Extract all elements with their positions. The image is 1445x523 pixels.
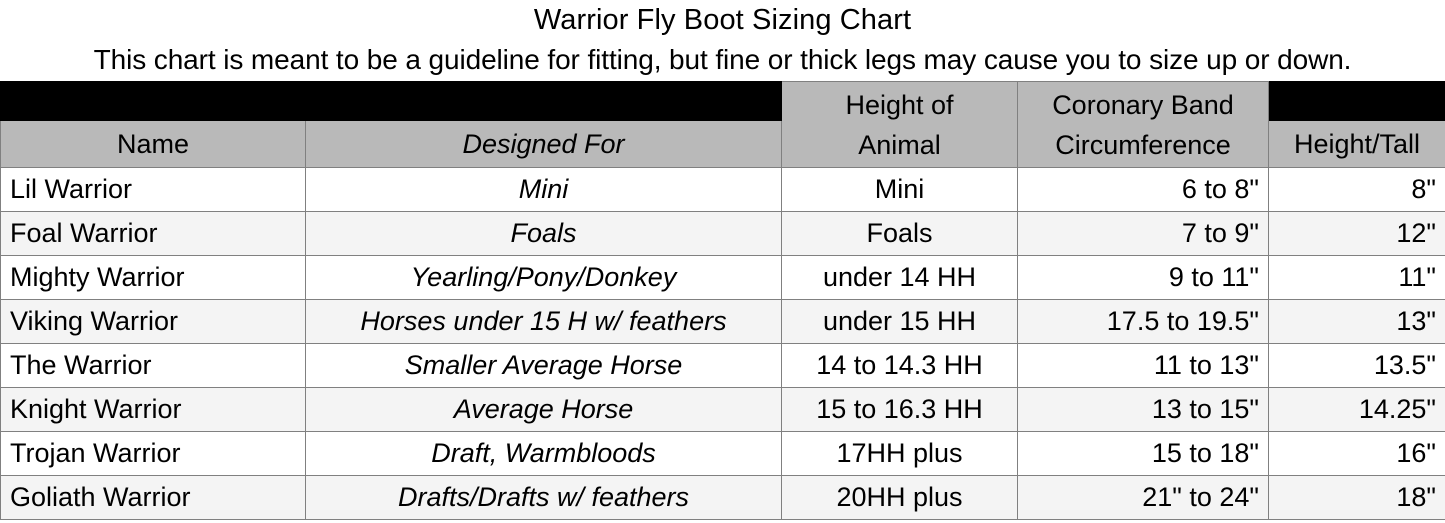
column-header-name: Name	[0, 120, 306, 168]
cell-designed-for: Mini	[305, 167, 782, 212]
table-row: Foal Warrior Foals Foals 7 to 9" 12"	[0, 211, 1445, 256]
column-header-height-of-animal-line1: Height of	[845, 89, 954, 120]
cell-coronary-band: 7 to 9"	[1017, 211, 1269, 256]
cell-designed-for: Drafts/Drafts w/ feathers	[305, 475, 782, 520]
cell-name: Knight Warrior	[0, 387, 306, 432]
cell-height-tall: 13.5"	[1268, 343, 1445, 388]
table-row: The Warrior Smaller Average Horse 14 to …	[0, 343, 1445, 388]
column-header-height-of-animal: Height of Animal	[781, 81, 1018, 168]
cell-height-of-animal: 15 to 16.3 HH	[781, 387, 1018, 432]
cell-coronary-band: 6 to 8"	[1017, 167, 1269, 212]
cell-designed-for: Draft, Warmbloods	[305, 431, 782, 476]
cell-designed-for: Horses under 15 H w/ feathers	[305, 299, 782, 344]
cell-coronary-band: 13 to 15"	[1017, 387, 1269, 432]
table-body: Lil Warrior Mini Mini 6 to 8" 8" Foal Wa…	[0, 167, 1445, 520]
cell-height-of-animal: 17HH plus	[781, 431, 1018, 476]
cell-name: The Warrior	[0, 343, 306, 388]
cell-coronary-band: 21" to 24"	[1017, 475, 1269, 520]
cell-designed-for: Average Horse	[305, 387, 782, 432]
header-label-row: Name Designed For Height/Tall	[0, 120, 1445, 168]
header-black-band-designed-for	[305, 81, 782, 121]
cell-height-tall: 18"	[1268, 475, 1445, 520]
cell-height-tall: 8"	[1268, 167, 1445, 212]
cell-coronary-band: 11 to 13"	[1017, 343, 1269, 388]
sizing-table-container: Height of Animal Coronary Band Circumfer…	[0, 81, 1445, 520]
cell-name: Mighty Warrior	[0, 255, 306, 300]
table-row: Knight Warrior Average Horse 15 to 16.3 …	[0, 387, 1445, 432]
cell-name: Viking Warrior	[0, 299, 306, 344]
cell-height-of-animal: Mini	[781, 167, 1018, 212]
cell-height-tall: 12"	[1268, 211, 1445, 256]
column-header-height-tall: Height/Tall	[1268, 120, 1445, 168]
page-subtitle: This chart is meant to be a guideline fo…	[93, 44, 1352, 75]
cell-designed-for: Foals	[305, 211, 782, 256]
cell-name: Lil Warrior	[0, 167, 306, 212]
cell-height-of-animal: under 14 HH	[781, 255, 1018, 300]
table-row: Goliath Warrior Drafts/Drafts w/ feather…	[0, 475, 1445, 520]
cell-height-of-animal: 14 to 14.3 HH	[781, 343, 1018, 388]
cell-name: Goliath Warrior	[0, 475, 306, 520]
cell-height-tall: 11"	[1268, 255, 1445, 300]
cell-height-tall: 16"	[1268, 431, 1445, 476]
column-header-height-of-animal-line2: Animal	[858, 129, 941, 160]
header-black-band-name	[0, 81, 306, 121]
cell-coronary-band: 17.5 to 19.5"	[1017, 299, 1269, 344]
cell-designed-for: Smaller Average Horse	[305, 343, 782, 388]
cell-height-tall: 14.25"	[1268, 387, 1445, 432]
table-row: Mighty Warrior Yearling/Pony/Donkey unde…	[0, 255, 1445, 300]
cell-name: Foal Warrior	[0, 211, 306, 256]
cell-height-tall: 13"	[1268, 299, 1445, 344]
column-header-designed-for: Designed For	[305, 120, 782, 168]
table-head: Height of Animal Coronary Band Circumfer…	[0, 81, 1445, 168]
sizing-table: Height of Animal Coronary Band Circumfer…	[0, 81, 1445, 520]
table-row: Lil Warrior Mini Mini 6 to 8" 8"	[0, 167, 1445, 212]
cell-height-of-animal: 20HH plus	[781, 475, 1018, 520]
table-row: Trojan Warrior Draft, Warmbloods 17HH pl…	[0, 431, 1445, 476]
page-title: Warrior Fly Boot Sizing Chart	[533, 4, 912, 36]
column-header-coronary-band-circumference: Coronary Band Circumference	[1017, 81, 1269, 168]
column-header-coronary-band-line2: Circumference	[1055, 129, 1231, 160]
header-band-row: Height of Animal Coronary Band Circumfer…	[0, 81, 1445, 168]
cell-coronary-band: 15 to 18"	[1017, 431, 1269, 476]
cell-coronary-band: 9 to 11"	[1017, 255, 1269, 300]
cell-name: Trojan Warrior	[0, 431, 306, 476]
cell-height-of-animal: under 15 HH	[781, 299, 1018, 344]
column-header-coronary-band-line1: Coronary Band	[1052, 89, 1234, 120]
cell-designed-for: Yearling/Pony/Donkey	[305, 255, 782, 300]
table-row: Viking Warrior Horses under 15 H w/ feat…	[0, 299, 1445, 344]
header-black-band-height-tall	[1268, 81, 1445, 121]
cell-height-of-animal: Foals	[781, 211, 1018, 256]
